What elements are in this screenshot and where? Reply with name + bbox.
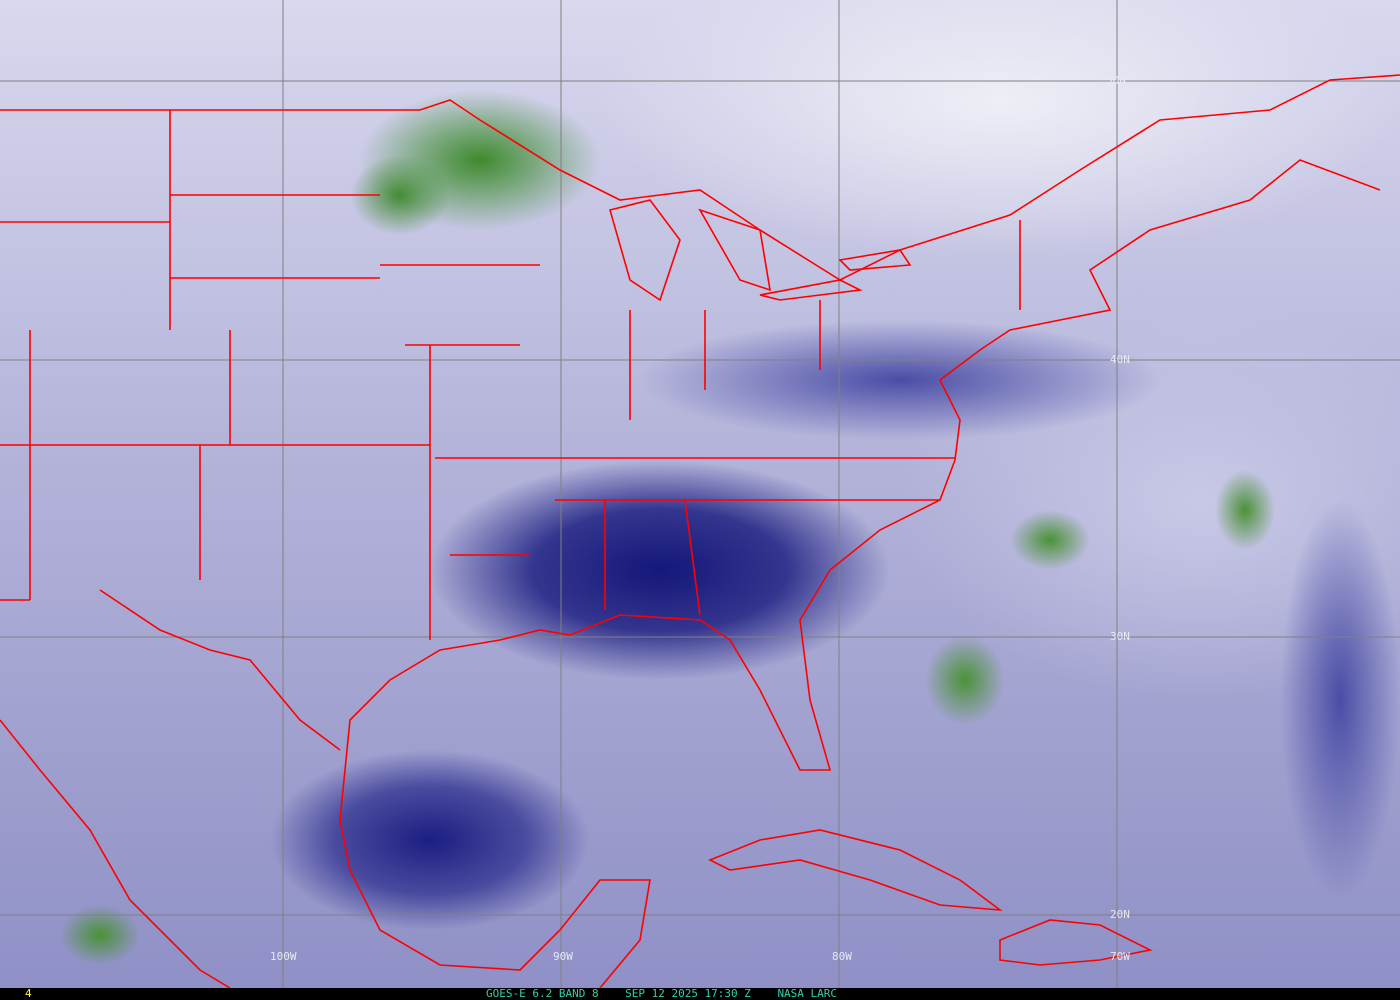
satellite-band: GOES-E 6.2 BAND 8 [486, 987, 599, 1000]
atlantic-coast [938, 159, 1381, 461]
lat-label-20n: 20N [1110, 908, 1130, 921]
texas-border [99, 589, 341, 751]
political-boundaries [0, 74, 1400, 988]
lat-label-50n: 50N [1106, 74, 1126, 87]
lon-label-80w: 80W [832, 950, 852, 963]
caption-text: GOES-E 6.2 BAND 8 SEP 12 2025 17:30 Z NA… [486, 987, 837, 1000]
observation-time: SEP 12 2025 17:30 Z [625, 987, 751, 1000]
us-canada-border [0, 74, 1400, 281]
state-lines [0, 110, 1021, 640]
caption-bar: 4 GOES-E 6.2 BAND 8 SEP 12 2025 17:30 Z … [0, 987, 1400, 1000]
lon-label-90w: 90W [553, 950, 573, 963]
mexico-pacific-coast [0, 719, 231, 988]
lat-label-30n: 30N [1110, 630, 1130, 643]
great-lakes [609, 199, 912, 302]
source-label: NASA LARC [777, 987, 838, 1000]
lon-label-100w: 100W [270, 950, 297, 963]
lat-label-40n: 40N [1110, 353, 1130, 366]
cuba [708, 829, 1003, 912]
frame-number: 4 [25, 987, 32, 1000]
gulf-coast [339, 459, 956, 988]
lon-label-70w: 70W [1110, 950, 1130, 963]
hispaniola [999, 919, 1153, 966]
